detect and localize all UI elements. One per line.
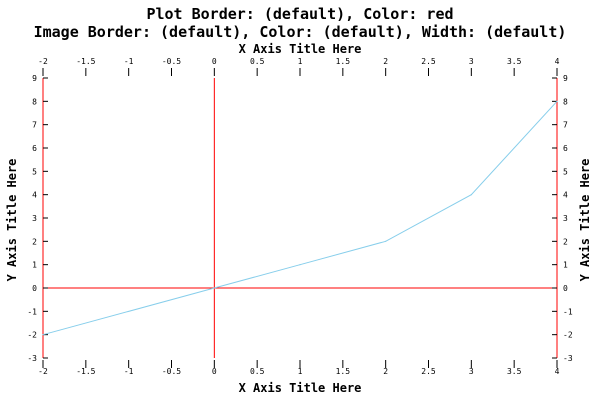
series-line bbox=[42, 100, 558, 336]
y-tick-label-left: -1 bbox=[27, 307, 37, 316]
y-tick-label-left: 9 bbox=[32, 74, 37, 83]
y-axis-title-right: Y Axis Title Here bbox=[578, 159, 592, 282]
x-tick-label-top: -0.5 bbox=[162, 57, 181, 66]
x-tick-label-bottom: 4 bbox=[555, 367, 560, 376]
y-tick-label-right: -2 bbox=[563, 331, 573, 340]
x-tick-label-bottom: -0.5 bbox=[162, 367, 181, 376]
x-tick-label-bottom: 2 bbox=[383, 367, 388, 376]
data-point bbox=[556, 100, 558, 102]
data-point bbox=[470, 194, 472, 196]
y-tick-label-left: 3 bbox=[32, 214, 37, 223]
y-tick-label-right: -3 bbox=[563, 354, 573, 363]
y-tick-label-right: 0 bbox=[563, 284, 568, 293]
y-tick-label-right: 6 bbox=[563, 144, 568, 153]
chart-title-line-2: Image Border: (default), Color: (default… bbox=[34, 23, 567, 41]
x-tick-label-top: 1.5 bbox=[336, 57, 351, 66]
x-tick-label-top: -1.5 bbox=[76, 57, 95, 66]
x-axis-title-bottom: X Axis Title Here bbox=[239, 381, 362, 395]
y-tick-label-right: -1 bbox=[563, 307, 573, 316]
data-point bbox=[42, 334, 44, 336]
y-tick-label-left: 4 bbox=[32, 191, 37, 200]
x-tick-label-top: 0.5 bbox=[250, 57, 265, 66]
x-tick-label-top: 0 bbox=[212, 57, 217, 66]
x-tick-label-bottom: 0 bbox=[212, 367, 217, 376]
x-tick-label-top: 2 bbox=[383, 57, 388, 66]
y-tick-label-right: 3 bbox=[563, 214, 568, 223]
data-point bbox=[385, 240, 387, 242]
x-tick-label-bottom: -1 bbox=[124, 367, 134, 376]
x-tick-label-bottom: 3 bbox=[469, 367, 474, 376]
y-tick-label-left: 5 bbox=[32, 167, 37, 176]
y-axis-title-left: Y Axis Title Here bbox=[5, 159, 19, 282]
x-axis-title-top: X Axis Title Here bbox=[239, 42, 362, 56]
data-point bbox=[213, 287, 215, 289]
x-tick-label-bottom: -1.5 bbox=[76, 367, 95, 376]
x-tick-label-top: 3 bbox=[469, 57, 474, 66]
y-tick-label-left: 8 bbox=[32, 97, 37, 106]
x-tick-label-top: 3.5 bbox=[507, 57, 522, 66]
x-tick-label-top: 4 bbox=[555, 57, 560, 66]
x-tick-label-bottom: 0.5 bbox=[250, 367, 265, 376]
y-tick-label-right: 8 bbox=[563, 97, 568, 106]
x-tick-label-top: 2.5 bbox=[421, 57, 436, 66]
y-tick-label-left: 2 bbox=[32, 237, 37, 246]
y-tick-label-left: 7 bbox=[32, 121, 37, 130]
y-tick-label-left: -3 bbox=[27, 354, 37, 363]
x-tick-label-bottom: -2 bbox=[38, 367, 48, 376]
y-tick-label-right: 1 bbox=[563, 261, 568, 270]
y-tick-label-right: 4 bbox=[563, 191, 568, 200]
x-tick-label-top: -2 bbox=[38, 57, 48, 66]
x-tick-label-bottom: 1.5 bbox=[336, 367, 351, 376]
y-tick-label-left: 6 bbox=[32, 144, 37, 153]
x-tick-label-top: -1 bbox=[124, 57, 134, 66]
y-tick-label-left: -2 bbox=[27, 331, 37, 340]
y-tick-label-right: 5 bbox=[563, 167, 568, 176]
x-tick-label-top: 1 bbox=[298, 57, 303, 66]
x-tick-label-bottom: 3.5 bbox=[507, 367, 522, 376]
x-tick-label-bottom: 1 bbox=[298, 367, 303, 376]
y-tick-label-left: 1 bbox=[32, 261, 37, 270]
y-tick-label-right: 2 bbox=[563, 237, 568, 246]
data-point bbox=[299, 264, 301, 266]
chart-title-line-1: Plot Border: (default), Color: red bbox=[146, 5, 453, 23]
y-tick-label-left: 0 bbox=[32, 284, 37, 293]
y-tick-label-right: 9 bbox=[563, 74, 568, 83]
y-tick-label-right: 7 bbox=[563, 121, 568, 130]
x-tick-label-bottom: 2.5 bbox=[421, 367, 436, 376]
plot-area: -2 -2 -1.5 -1.5 -1 -1 -0.5 -0.5 0 0 0.5 0.5 1 1 1.5 1.5… bbox=[27, 57, 572, 376]
